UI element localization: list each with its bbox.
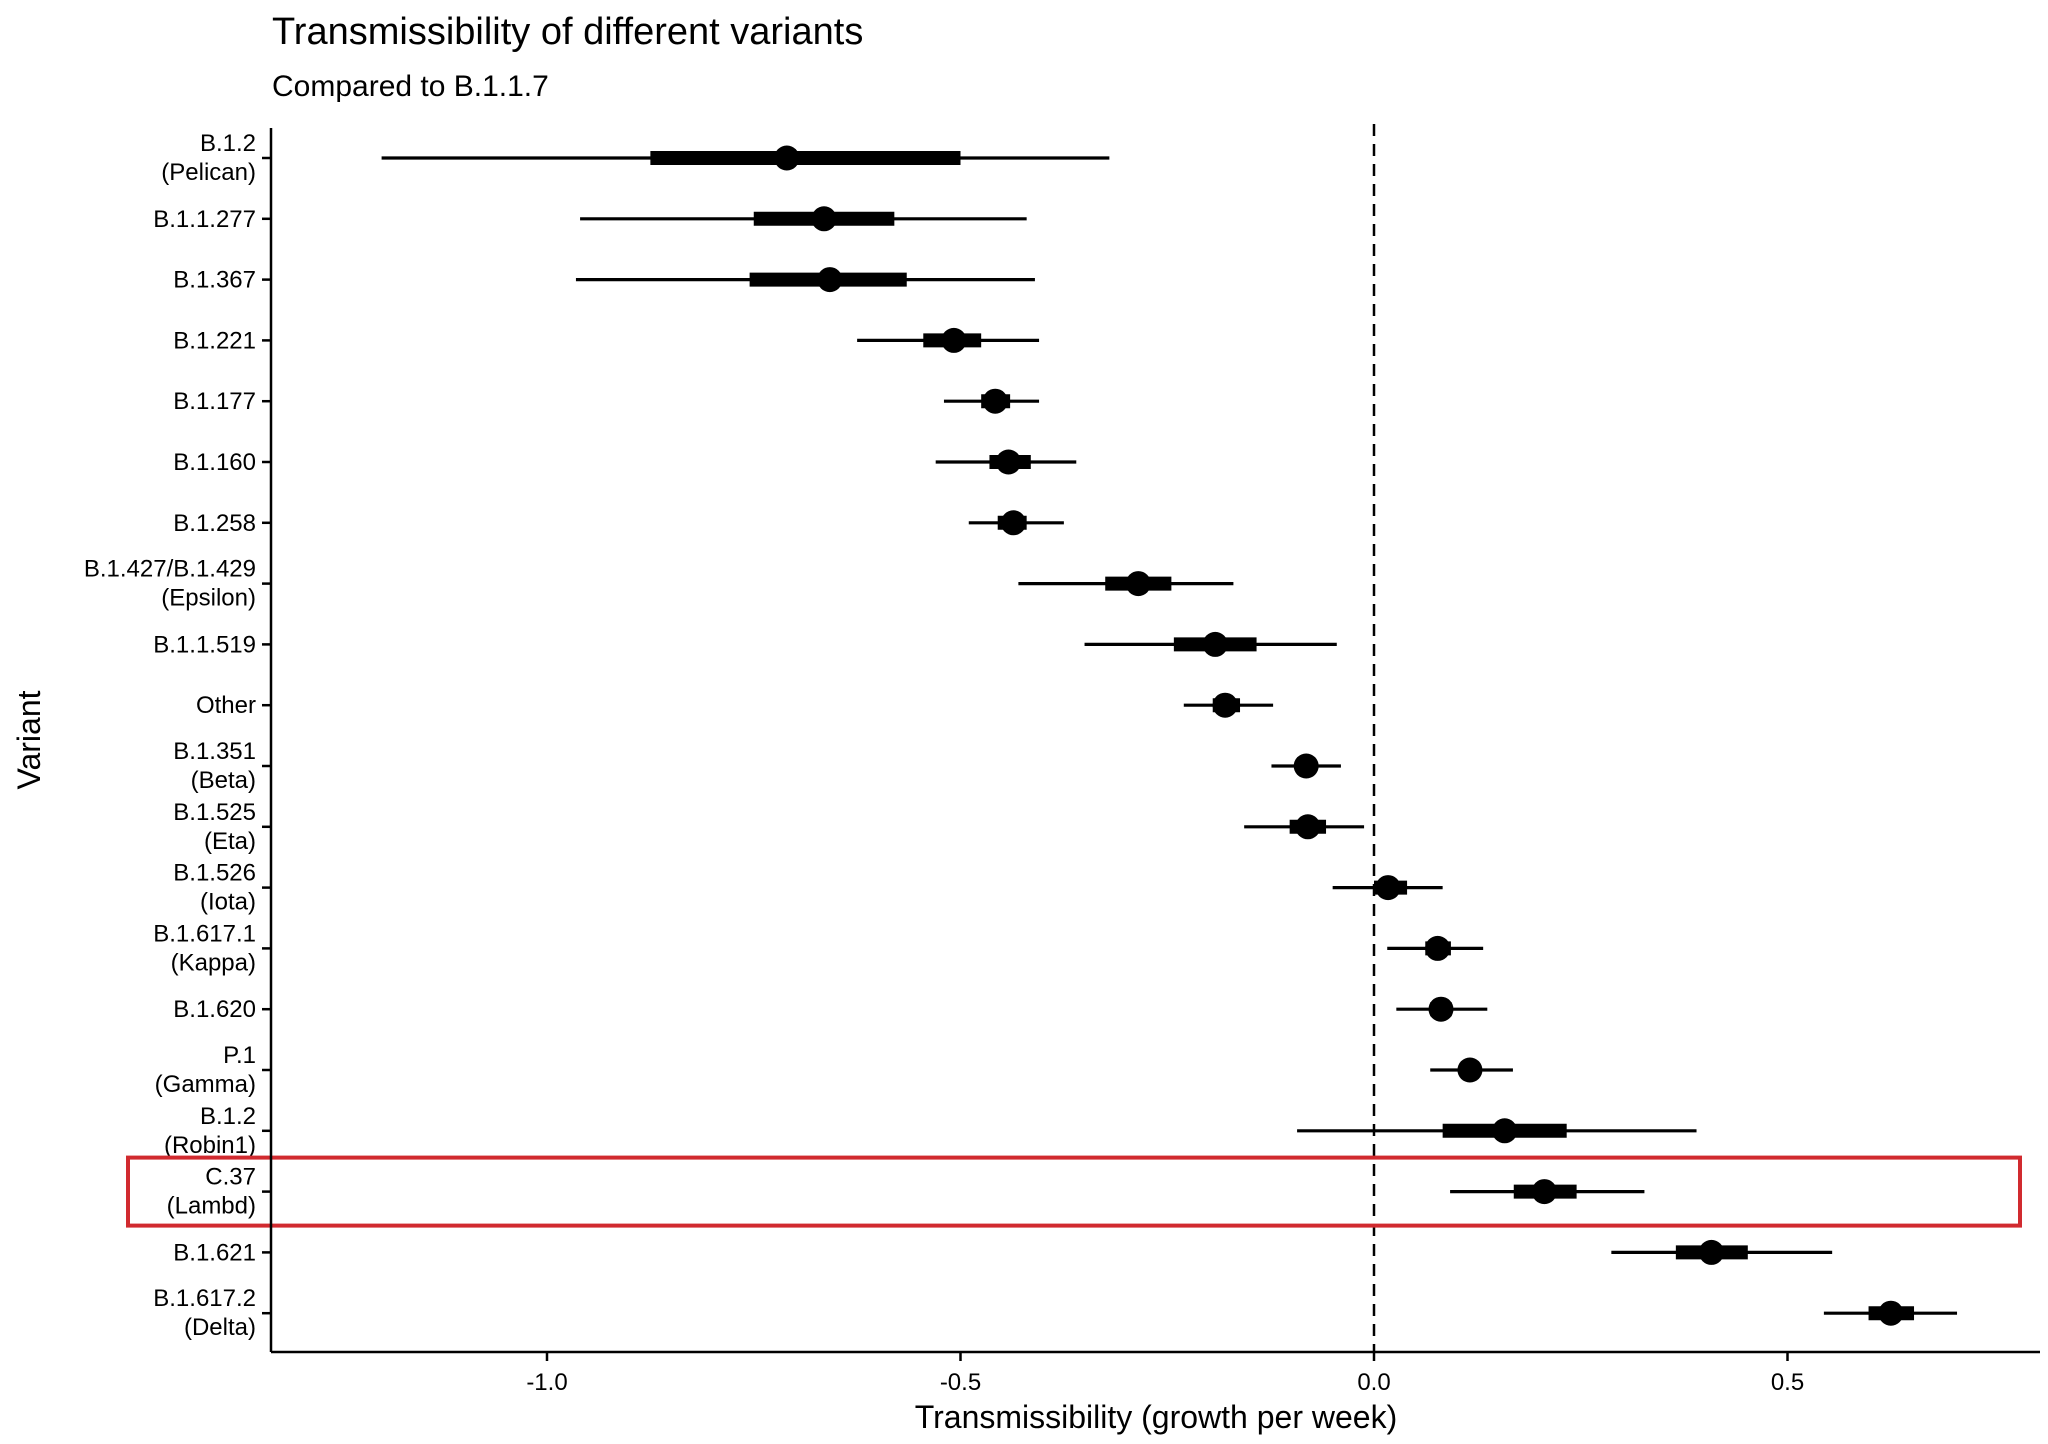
point-estimate — [1492, 1118, 1518, 1144]
variant-label: B.1.620 — [173, 996, 256, 1023]
variant-row: B.1.351 (Beta) — [173, 738, 1341, 794]
x-tick-label: -1.0 — [526, 1369, 567, 1396]
variant-row: B.1.1.277 — [153, 206, 1027, 233]
variant-label-line: B.1.351 — [173, 738, 256, 765]
variant-row: B.1.621 — [173, 1239, 1833, 1266]
variant-label-line: B.1.525 — [173, 799, 256, 826]
variant-label-line: (Robin1) — [164, 1132, 256, 1159]
variant-label-line: B.1.2 — [200, 130, 256, 157]
point-estimate — [774, 145, 800, 171]
variant-row: B.1.2 (Pelican) — [161, 130, 1110, 186]
variant-label: B.1.2 (Robin1) — [164, 1103, 256, 1159]
variant-row: Other — [196, 692, 1274, 719]
variant-row: B.1.526 (Iota) — [173, 860, 1443, 916]
variant-row: B.1.2 (Robin1) — [164, 1103, 1697, 1159]
x-tick-label: 0.5 — [1771, 1369, 1804, 1396]
x-tick-label: -0.5 — [940, 1369, 981, 1396]
variant-label-line: B.1.617.1 — [153, 920, 256, 947]
point-estimate — [941, 327, 967, 353]
variant-label-line: B.1.526 — [173, 860, 256, 887]
variant-row: C.37 (Lambd) — [167, 1164, 1645, 1220]
variant-row: B.1.221 — [173, 327, 1040, 354]
variant-row: B.1.617.1 (Kappa) — [153, 920, 1484, 976]
point-estimate — [1212, 692, 1238, 718]
variant-label-line: (Iota) — [200, 889, 256, 916]
variant-row: B.1.177 — [173, 388, 1040, 415]
variant-label: B.1.617.2 (Delta) — [153, 1285, 256, 1341]
point-estimate — [1125, 571, 1151, 597]
chart-title: Transmissibility of different variants — [272, 11, 863, 53]
variant-label: B.1.221 — [173, 327, 256, 354]
variant-label-line: (Eta) — [204, 828, 256, 855]
variant-label: P.1 (Gamma) — [155, 1042, 256, 1098]
point-estimate — [1375, 875, 1401, 901]
variant-label-line: C.37 — [205, 1164, 256, 1191]
variant-row: B.1.258 — [173, 510, 1064, 537]
variant-label: B.1.621 — [173, 1239, 256, 1266]
variant-row: P.1 (Gamma) — [155, 1042, 1513, 1098]
variant-row: B.1.617.2 (Delta) — [153, 1285, 1958, 1341]
variant-label: B.1.258 — [173, 510, 256, 537]
point-estimate — [1000, 510, 1026, 536]
variant-label-line: (Lambd) — [167, 1193, 256, 1220]
highlight-box — [126, 1155, 2022, 1228]
variant-label-line: (Kappa) — [171, 949, 256, 976]
variant-label-line: (Beta) — [191, 767, 256, 794]
variant-label-line: B.1.2 — [200, 1103, 256, 1130]
point-estimate — [982, 388, 1008, 414]
point-estimate — [995, 449, 1021, 475]
chart-subtitle: Compared to B.1.1.7 — [272, 70, 549, 103]
variant-label-line: (Pelican) — [161, 159, 256, 186]
point-estimate — [1878, 1300, 1904, 1326]
variant-label: B.1.160 — [173, 449, 256, 476]
point-estimate — [1457, 1057, 1483, 1083]
variant-label: B.1.525 (Eta) — [173, 799, 256, 855]
point-estimate — [817, 267, 843, 293]
point-estimate — [1425, 935, 1451, 961]
variant-row: B.1.367 — [173, 267, 1035, 294]
variant-label: B.1.427/B.1.429 (Epsilon) — [84, 556, 256, 612]
point-estimate — [1295, 814, 1321, 840]
variant-label: B.1.367 — [173, 267, 256, 294]
variant-label: B.1.1.519 — [153, 631, 256, 658]
variant-label-line: (Gamma) — [155, 1071, 256, 1098]
variant-label: B.1.351 (Beta) — [173, 738, 256, 794]
point-estimate — [811, 206, 837, 232]
variant-label-line: P.1 — [223, 1042, 256, 1069]
variant-row: B.1.1.519 — [153, 631, 1337, 658]
variant-label: B.1.2 (Pelican) — [161, 130, 256, 186]
variant-label: B.1.526 (Iota) — [173, 860, 256, 916]
variant-row: B.1.620 — [173, 996, 1488, 1023]
plot-area: B.1.2 (Pelican)B.1.1.277B.1.367B.1.221B.1… — [84, 124, 2022, 1396]
variant-row: B.1.427/B.1.429 (Epsilon) — [84, 556, 1234, 612]
y-axis-title: Variant — [11, 690, 47, 789]
point-estimate — [1428, 996, 1454, 1022]
variant-label: B.1.617.1 (Kappa) — [153, 920, 256, 976]
variant-label-line: B.1.617.2 — [153, 1285, 256, 1312]
variant-label: B.1.177 — [173, 388, 256, 415]
point-estimate — [1293, 753, 1319, 779]
variant-label: B.1.1.277 — [153, 206, 256, 233]
variant-label: Other — [196, 692, 256, 719]
variant-label-line: B.1.427/B.1.429 — [84, 556, 256, 583]
variant-label-line: (Epsilon) — [161, 585, 256, 612]
point-estimate — [1202, 631, 1228, 657]
variant-label-line: (Delta) — [184, 1314, 256, 1341]
variant-row: B.1.160 — [173, 449, 1077, 476]
point-estimate — [1531, 1179, 1557, 1205]
variant-row: B.1.525 (Eta) — [173, 799, 1365, 855]
variant-label: C.37 (Lambd) — [167, 1164, 256, 1220]
x-tick-label: 0.0 — [1357, 1369, 1390, 1396]
point-estimate — [1698, 1239, 1724, 1265]
x-axis-title: Transmissibility (growth per week) — [915, 1399, 1397, 1435]
